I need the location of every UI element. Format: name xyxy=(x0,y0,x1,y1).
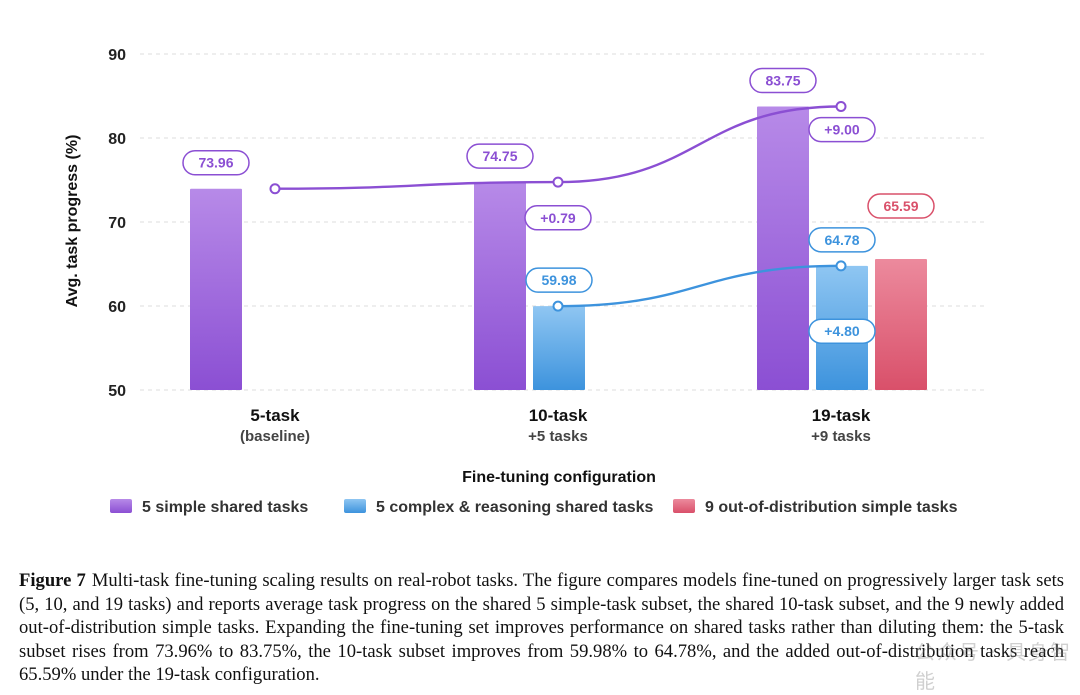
svg-text:+9.00: +9.00 xyxy=(824,122,860,138)
trend-line xyxy=(557,264,842,308)
value-label: 74.75 xyxy=(466,143,534,169)
legend-label: 5 complex & reasoning shared tasks xyxy=(376,499,654,516)
figure-caption: Figure 7 Multi-task fine-tuning scaling r… xyxy=(19,569,1064,687)
value-label: 83.75 xyxy=(749,67,817,94)
svg-text:+0.79: +0.79 xyxy=(540,210,576,226)
svg-text:65.59: 65.59 xyxy=(883,198,918,214)
legend-swatch xyxy=(344,499,366,513)
chart: 50 60 70 80 90 73.96 74.75 83.75 59.98 64.78 65.5… xyxy=(64,47,985,516)
trend-point xyxy=(269,183,281,195)
svg-text:83.75: 83.75 xyxy=(765,73,800,89)
legend-item: 5 simple shared tasks xyxy=(110,499,308,516)
trend-point xyxy=(835,260,847,272)
value-label: 64.78 xyxy=(808,227,876,253)
legend-item: 5 complex & reasoning shared tasks xyxy=(344,499,654,516)
value-label: 65.59 xyxy=(867,193,935,219)
bar xyxy=(533,306,585,390)
x-axis-title: Fine-tuning configuration xyxy=(462,469,656,486)
bar xyxy=(875,259,927,390)
y-tick-label: 80 xyxy=(108,131,126,148)
y-tick-label: 70 xyxy=(108,215,126,232)
y-axis-ticks: 50 60 70 80 90 xyxy=(108,47,126,400)
legend-label: 9 out-of-distribution simple tasks xyxy=(705,499,958,516)
bars xyxy=(190,106,927,390)
value-label: 73.96 xyxy=(182,149,250,176)
trend-point xyxy=(552,300,564,312)
y-tick-label: 90 xyxy=(108,47,126,64)
x-category-sublabel: +9 tasks xyxy=(811,428,871,445)
svg-text:59.98: 59.98 xyxy=(541,272,576,288)
x-category-label: 10-task xyxy=(529,406,588,425)
x-category-label: 19-task xyxy=(812,406,871,425)
legend-swatch xyxy=(673,499,695,513)
legend-label: 5 simple shared tasks xyxy=(142,499,308,516)
bar xyxy=(190,188,242,390)
svg-text:73.96: 73.96 xyxy=(198,155,233,171)
delta-label: +4.80 xyxy=(808,318,876,344)
legend: 5 simple shared tasks 5 complex & reasoni… xyxy=(110,499,958,516)
watermark: 公众号 · 具身智能 xyxy=(915,640,1073,693)
value-labels: 73.96 74.75 83.75 59.98 64.78 65.59 +0.79 +9.00… xyxy=(182,67,935,344)
value-label: 59.98 xyxy=(525,267,593,293)
trend-line xyxy=(274,105,842,190)
y-tick-label: 60 xyxy=(108,299,126,316)
svg-text:+4.80: +4.80 xyxy=(824,323,860,339)
y-axis-title: Avg. task progress (%) xyxy=(64,135,81,308)
trend-point xyxy=(552,176,564,188)
x-axis-categories: 5-task (baseline) 10-task +5 tasks 19-task +9… xyxy=(240,406,871,445)
x-category-label: 5-task xyxy=(250,406,300,425)
svg-text:74.75: 74.75 xyxy=(482,148,517,164)
x-category-sublabel: (baseline) xyxy=(240,428,310,445)
svg-text:64.78: 64.78 xyxy=(824,232,859,248)
y-tick-label: 50 xyxy=(108,383,126,400)
bar xyxy=(474,182,526,390)
trend-lines xyxy=(269,101,847,312)
legend-swatch xyxy=(110,499,132,513)
trend-point xyxy=(835,101,847,112)
caption-text: Multi-task fine-tuning scaling results o… xyxy=(19,570,1064,685)
delta-label: +9.00 xyxy=(808,116,876,143)
x-category-sublabel: +5 tasks xyxy=(528,428,588,445)
legend-item: 9 out-of-distribution simple tasks xyxy=(673,499,958,516)
bar xyxy=(757,106,809,390)
delta-label: +0.79 xyxy=(524,205,592,231)
figure-label: Figure 7 xyxy=(19,570,86,591)
